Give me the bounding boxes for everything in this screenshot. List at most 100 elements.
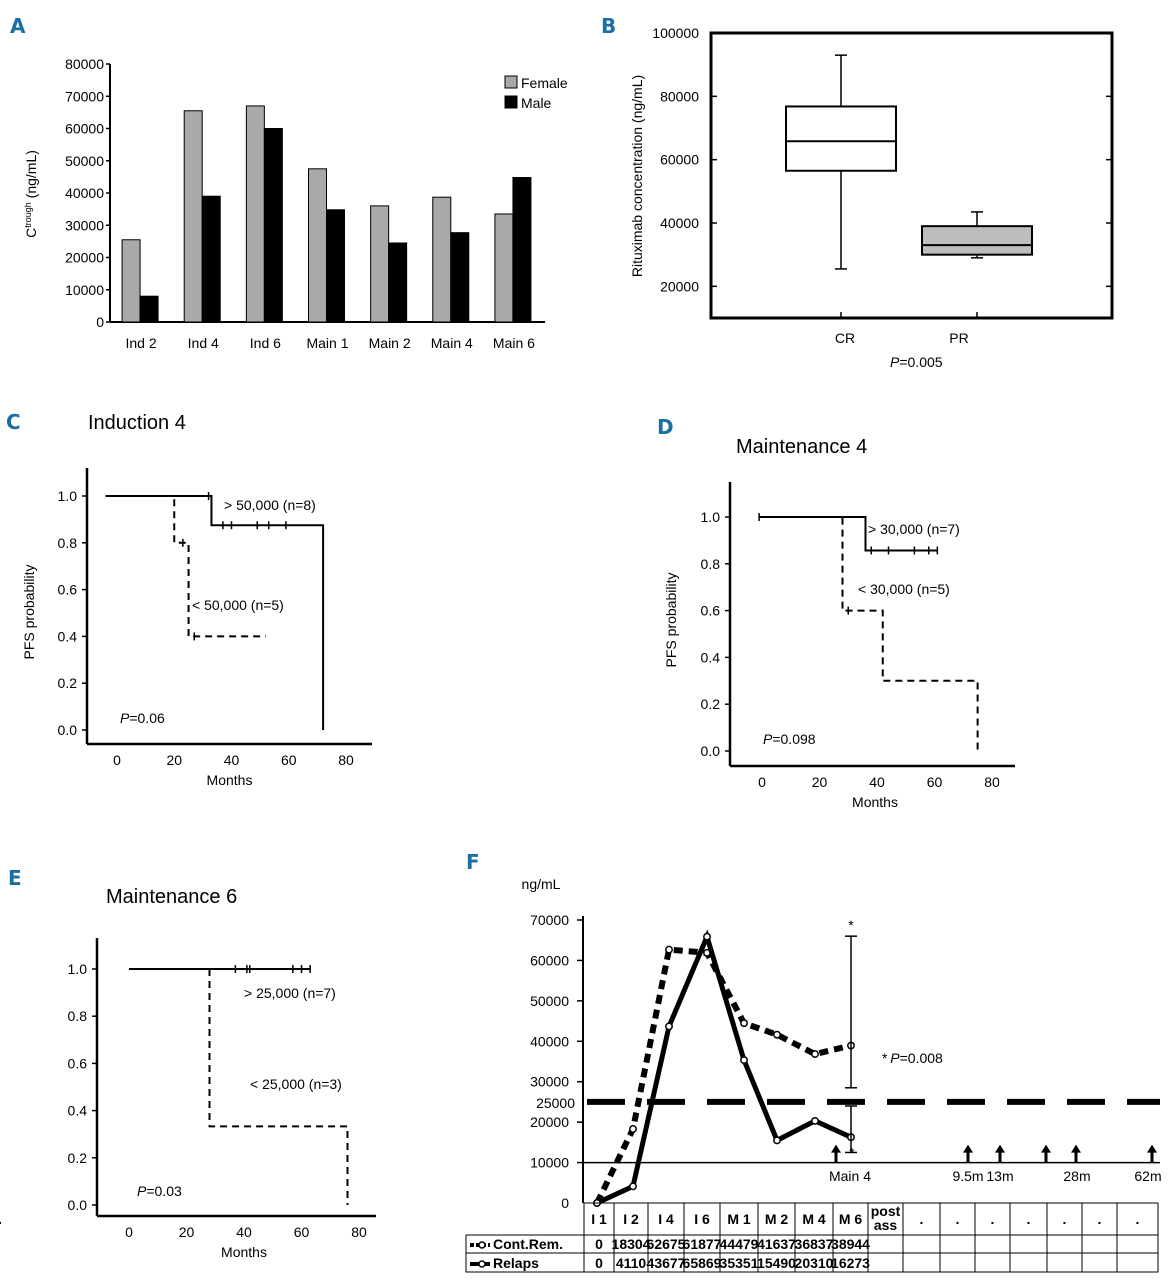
title-induction-4: Induction 4 [88, 412, 186, 434]
p-value-text: =0.03 [146, 1183, 182, 1199]
d-x-tick-label: 60 [927, 774, 943, 790]
f-relapse-label: Main 4 [829, 1168, 871, 1184]
panel-label-a: A [10, 14, 26, 38]
f-point [740, 1019, 748, 1028]
f-y-tick-label: 60000 [530, 952, 569, 968]
c-y-tick-label: 1.0 [58, 488, 78, 504]
e-x-tick-label: 40 [236, 1224, 252, 1240]
f-series-relaps [595, 929, 853, 1206]
f-point [773, 1136, 781, 1145]
f-y-tick-label: 70000 [530, 912, 569, 928]
f-y-tick-label: 20000 [530, 1114, 569, 1130]
d-curve-low [759, 516, 979, 751]
p-value-text: =0.005 [899, 354, 943, 370]
e-y-tick-label: 1.0 [68, 961, 88, 977]
f-point [773, 1030, 781, 1039]
p-symbol: P [890, 354, 900, 370]
a-y-tick-label: 60000 [65, 121, 104, 137]
c-x-axis-label: Months [207, 772, 253, 788]
c-x-tick-label: 20 [166, 752, 182, 768]
f-table-cell: 62675 [647, 1236, 686, 1252]
d-x-tick-label: 0 [758, 774, 766, 790]
b-y-tick-label: 80000 [660, 88, 699, 104]
d-y-axis-label: PFS probability [663, 573, 679, 668]
b-y-axis-label: Rituximab concentration (ng/mL) [629, 75, 645, 277]
f-table-header: ass [874, 1217, 898, 1233]
f-table-legend-marker [478, 1241, 486, 1249]
f-table-cell: 36837 [795, 1236, 834, 1252]
c-series-label: < 50,000 (n=5) [192, 597, 284, 613]
a-legend-swatch [504, 75, 518, 89]
b-box-cr [785, 105, 897, 172]
f-relapse-arrow-head [1071, 1144, 1081, 1153]
c-x-tick-label: 80 [338, 752, 354, 768]
f-point [629, 1182, 637, 1191]
a-bar-male [388, 242, 408, 323]
e-y-tick-label: 0.6 [68, 1055, 88, 1071]
d-y-tick-label: 0.8 [701, 556, 721, 572]
b-y-tick-label: 100000 [652, 25, 699, 41]
d-y-tick-label: 1.0 [701, 509, 721, 525]
e-curve-low [208, 969, 349, 1205]
a-y-tick-label: 0 [96, 314, 104, 330]
f-table-header: M 6 [839, 1211, 863, 1227]
a-bar-female [121, 239, 141, 323]
f-table-header: . [1136, 1211, 1140, 1227]
f-relapse-label: 9.5m [952, 1168, 983, 1184]
f-y-tick-label: 50000 [530, 993, 569, 1009]
a-y-tick-label: 50000 [65, 153, 104, 169]
a-x-tick-label: Ind 6 [250, 335, 281, 351]
a-y-tick-label: 10000 [65, 282, 104, 298]
p-value-f: * P=0.008 [882, 1050, 943, 1066]
f-table-header: I 6 [694, 1211, 710, 1227]
a-y-tick-label: 80000 [65, 56, 104, 72]
a-bar-female [245, 105, 265, 323]
e-x-axis-label: Months [221, 1244, 267, 1260]
f-table-cell: 41637 [757, 1236, 796, 1252]
c-y-tick-label: 0.4 [58, 628, 78, 644]
d-x-tick-label: 80 [984, 774, 1000, 790]
c-y-tick-label: 0.2 [58, 675, 78, 691]
e-y-tick-label: 0.8 [68, 1008, 88, 1024]
f-table-header: . [1063, 1211, 1067, 1227]
e-x-tick-label: 0 [125, 1224, 133, 1240]
a-bar-male [201, 195, 221, 323]
d-x-tick-label: 40 [869, 774, 885, 790]
a-x-tick-label: Main 4 [431, 335, 473, 351]
f-star-label: * [848, 917, 854, 933]
d-y-tick-label: 0.0 [701, 743, 721, 759]
a-y-tick-label: 70000 [65, 88, 104, 104]
a-x-tick-label: Main 1 [306, 335, 348, 351]
f-point [665, 1022, 673, 1031]
f-star-label: * [849, 1144, 855, 1160]
f-table-header: M 2 [765, 1211, 789, 1227]
f-table-header: . [1027, 1211, 1031, 1227]
e-y-tick-label: 0.0 [68, 1197, 88, 1213]
a-bar-female [308, 168, 327, 323]
f-table-header: . [1098, 1211, 1102, 1227]
a-bar-female [494, 213, 514, 323]
b-box-pr [921, 225, 1033, 256]
c-y-tick-label: 0.6 [58, 582, 78, 598]
f-point [740, 1056, 748, 1065]
f-table-header: M 1 [727, 1211, 751, 1227]
f-relapse-label: 28m [1063, 1168, 1090, 1184]
a-bar-male [263, 128, 283, 323]
a-x-tick-label: Main 2 [369, 335, 411, 351]
a-x-tick-label: Main 6 [493, 335, 535, 351]
c-curve-low [105, 495, 266, 638]
f-point [811, 1050, 819, 1059]
f-table-cell: 65869 [683, 1255, 722, 1271]
p-value-e: P=0.03 [137, 1183, 182, 1199]
f-table-header: I 4 [658, 1211, 674, 1227]
f-relapse-arrow-head [963, 1144, 973, 1153]
c-x-tick-label: 0 [113, 752, 121, 768]
p-value-text: =0.098 [772, 731, 816, 747]
f-table-header: post [871, 1203, 901, 1219]
b-y-tick-label: 60000 [660, 152, 699, 168]
star-label: * [882, 1050, 888, 1066]
e-series-label: < 25,000 (n=3) [250, 1076, 342, 1092]
f-table-cell: 0 [595, 1255, 603, 1271]
c-y-tick-label: 0.0 [58, 722, 78, 738]
c-x-tick-label: 60 [281, 752, 297, 768]
